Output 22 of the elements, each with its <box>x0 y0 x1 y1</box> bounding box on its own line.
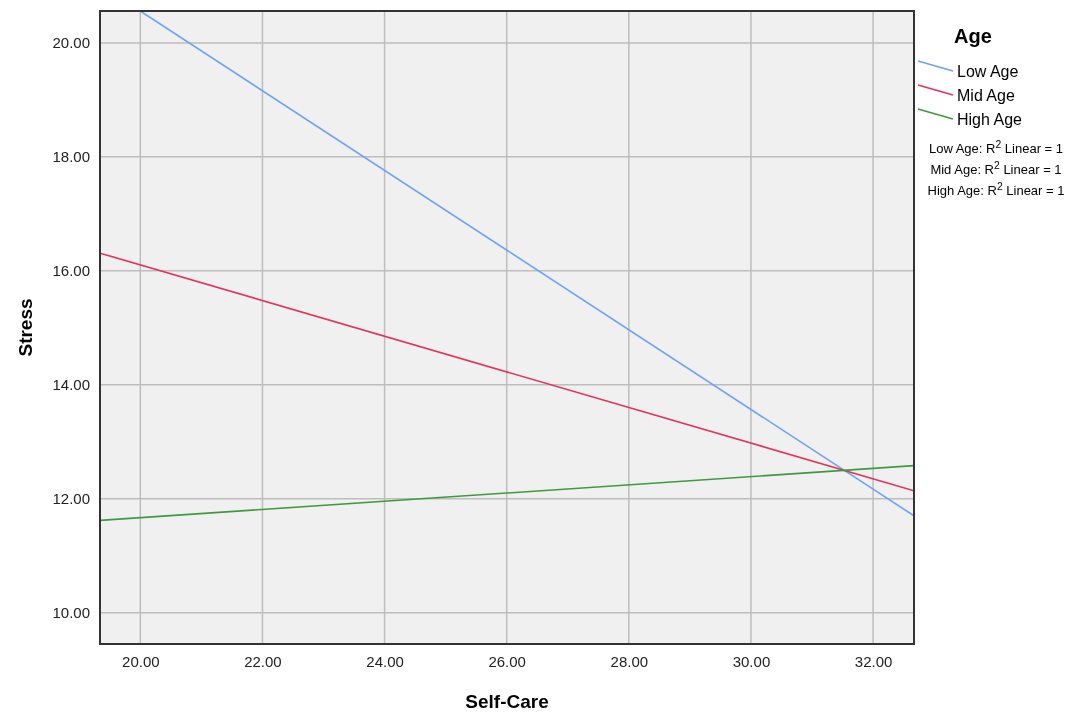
y-tick-label: 12.00 <box>52 490 90 508</box>
y-tick-label: 10.00 <box>52 603 90 621</box>
y-tick-label: 14.00 <box>52 376 90 394</box>
y-axis-title: Stress <box>15 298 36 357</box>
x-tick-label: 26.00 <box>488 652 526 670</box>
text: Mid Age: R$^{2}$ Linear = 1 <box>930 159 1062 177</box>
y-tick-label: 20.00 <box>52 34 90 52</box>
text: High Age: R$^{2}$ Linear = 1 <box>927 180 1065 198</box>
x-tick-label: 30.00 <box>732 652 771 670</box>
x-tick-label: 22.00 <box>244 652 282 670</box>
x-tick-label: 20.00 <box>122 652 160 670</box>
y-tick-label: 18.00 <box>52 148 90 166</box>
text: Low Age: R$^{2}$ Linear = 1 <box>928 138 1064 156</box>
legend-label: High Age <box>957 111 1023 128</box>
legend-label: Mid Age <box>957 87 1015 104</box>
x-tick-label: 32.00 <box>854 652 893 670</box>
legend-label: Low Age <box>957 63 1019 80</box>
y-tick-label: 16.00 <box>52 262 90 280</box>
x-tick-label: 28.00 <box>610 652 649 670</box>
legend-title: Age <box>954 25 992 47</box>
x-tick-label: 24.00 <box>366 652 404 670</box>
x-axis-title: Self-Care <box>465 691 549 712</box>
